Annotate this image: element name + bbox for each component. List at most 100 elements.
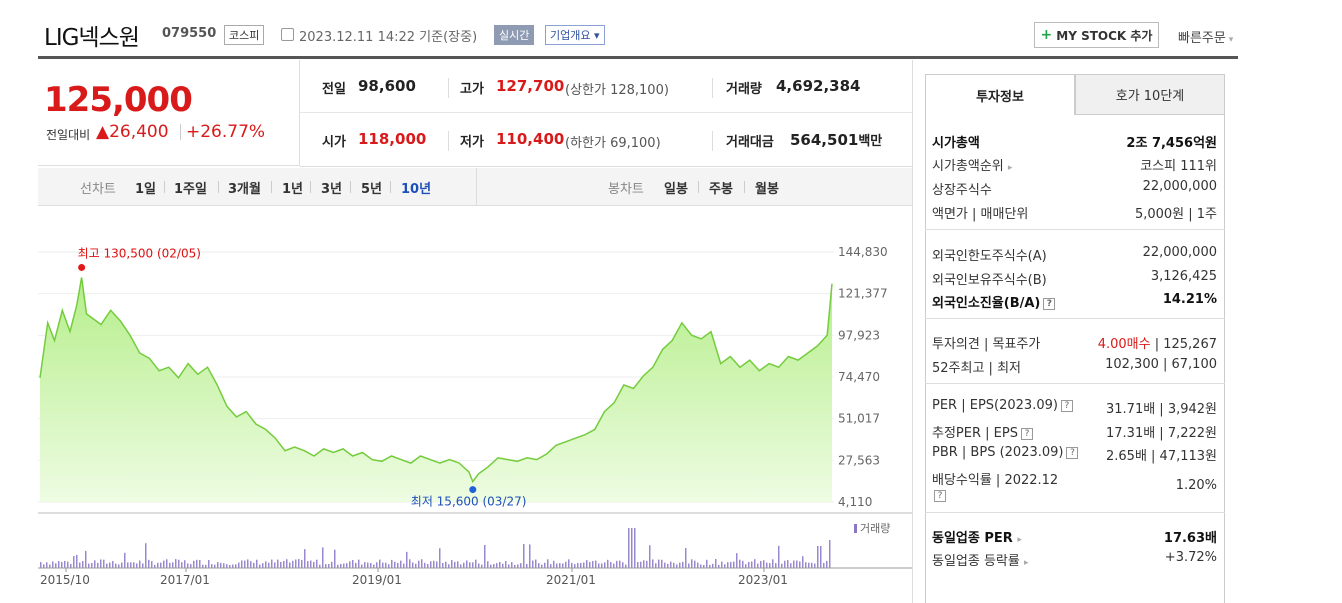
volume-bar (91, 563, 93, 568)
per-value: 31.71배 | 3,942원 (1106, 402, 1217, 417)
period-3m[interactable]: 3개월 (228, 182, 261, 197)
volume-bar (613, 563, 615, 568)
w52-label: 52주최고 | 최저 (932, 361, 1021, 376)
volume-bar (754, 559, 756, 568)
period-10y[interactable]: 10년 (401, 182, 432, 197)
candle-monthly[interactable]: 월봉 (755, 182, 779, 197)
volume-bar (217, 562, 219, 568)
volume-bar (415, 563, 417, 568)
volume-bar (517, 564, 519, 568)
quick-order-dropdown[interactable]: 빠른주문 ▾ (1178, 31, 1234, 46)
volume-bar (763, 560, 765, 568)
volume-bar (268, 562, 270, 568)
chevron-right-icon: ▸ (1024, 558, 1029, 568)
volume-bar (442, 562, 444, 568)
y-tick-label: 27,563 (838, 453, 880, 467)
industry-per-label[interactable]: 동일업종 PER ▸ (932, 531, 1022, 546)
volume-bar (502, 563, 504, 568)
help-icon[interactable]: ? (1043, 297, 1056, 310)
volume-bar (202, 564, 204, 568)
period-3y[interactable]: 3년 (321, 182, 343, 197)
volume-bar (556, 563, 558, 568)
divider (712, 78, 713, 98)
volume-bar (646, 560, 648, 568)
volume-bar (259, 564, 261, 568)
volume-bar (103, 559, 105, 568)
candle-weekly[interactable]: 주봉 (709, 182, 733, 197)
tab-invest-info[interactable]: 투자정보 (925, 74, 1075, 115)
volume-bar (187, 563, 189, 568)
volume-bar (46, 562, 48, 568)
volume-bar (607, 559, 609, 568)
volume-bar (496, 563, 498, 568)
high-value: 127,700 (496, 77, 565, 95)
prev-close-value: 98,600 (358, 77, 416, 95)
chevron-down-icon: ▾ (1225, 35, 1234, 45)
volume-bar (541, 564, 543, 568)
volume-bar (691, 559, 693, 568)
company-info-dropdown[interactable]: 기업개요 ▾ (545, 25, 605, 45)
volume-bar (427, 564, 429, 568)
period-1y[interactable]: 1년 (282, 182, 304, 197)
volume-bar (82, 560, 84, 568)
help-icon[interactable]: ? (1020, 427, 1033, 440)
volume-bar (748, 561, 750, 568)
volume-bar (139, 560, 141, 568)
period-1w[interactable]: 1주일 (174, 182, 207, 197)
volume-bar (190, 564, 192, 568)
volume-bar (817, 546, 819, 568)
volume-bar (385, 562, 387, 568)
help-icon[interactable]: ? (934, 489, 946, 502)
volume-bar (709, 564, 711, 568)
volume-bar (778, 545, 780, 568)
volume-bar (469, 562, 471, 568)
help-icon[interactable]: ? (1066, 446, 1079, 459)
shares-label: 상장주식수 (932, 183, 992, 198)
volume-bar (805, 562, 807, 568)
period-bar (38, 168, 912, 206)
volume-bar (106, 563, 108, 568)
volume-bar (721, 561, 723, 568)
volume-bar (727, 562, 729, 568)
foreign-limit-value: 22,000,000 (1142, 245, 1217, 260)
open-label: 시가 (322, 135, 346, 150)
cap-rank-label[interactable]: 시가총액순위 ▸ (932, 159, 1013, 174)
period-1d[interactable]: 1일 (135, 182, 157, 197)
price-line (39, 277, 833, 484)
y-tick-label: 4,110 (838, 495, 872, 509)
x-tick-label: 2021/01 (546, 573, 596, 587)
volume-bar (457, 561, 459, 568)
divider (925, 229, 1225, 230)
volume-bar (622, 562, 624, 568)
candle-daily[interactable]: 일봉 (664, 182, 688, 197)
volume-bar (547, 559, 549, 568)
realtime-button[interactable]: 실시간 (494, 25, 535, 45)
volume-bar (316, 559, 318, 568)
volume-bar (700, 564, 702, 568)
high-label: 고가 (460, 82, 484, 97)
volume-bar (349, 561, 351, 568)
volume-bar (136, 563, 138, 568)
help-icon[interactable]: ? (1060, 399, 1073, 412)
volume-bar (808, 562, 810, 568)
volume-bar (109, 562, 111, 568)
volume-bar (193, 560, 195, 568)
add-mystock-button[interactable]: + MY STOCK 추가 (1034, 22, 1159, 48)
period-5y[interactable]: 5년 (361, 182, 383, 197)
upper-limit: (상한가 128,100) (565, 83, 669, 98)
industry-rate-label[interactable]: 동일업종 등락률 ▸ (932, 554, 1029, 569)
volume-label: 거래량 (726, 82, 762, 97)
volume-bar (382, 562, 384, 568)
price-chart[interactable]: 144,830 121,377 97,923 74,470 51,017 27,563 4,… (38, 238, 938, 598)
divider (448, 78, 449, 98)
divider (448, 131, 449, 151)
y-tick-label: 97,923 (838, 328, 880, 342)
tab-hoga-10[interactable]: 호가 10단계 (1075, 74, 1225, 115)
volume-bar (436, 561, 438, 568)
per-label: PER | EPS(2023.09)? (932, 398, 1073, 413)
volume-bar (157, 562, 159, 568)
volume-bar (205, 564, 207, 568)
volume-legend: 거래량 (860, 522, 890, 535)
stock-name: LIG넥스원 (44, 25, 140, 51)
volume-bar (652, 559, 654, 568)
